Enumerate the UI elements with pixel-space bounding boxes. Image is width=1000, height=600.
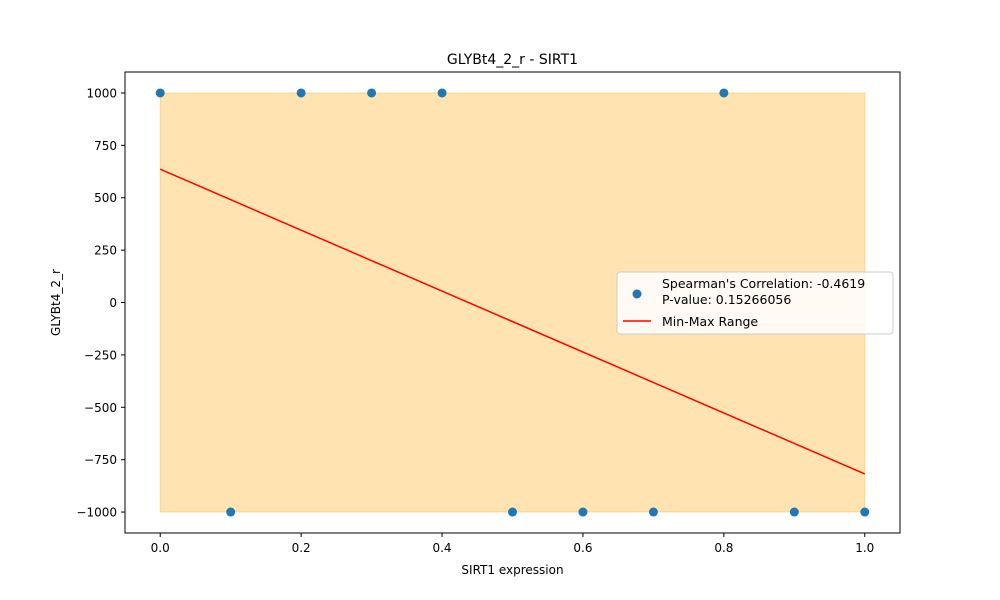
x-tick-label: 0.8 [714,541,733,555]
x-axis-label: SIRT1 expression [461,563,563,577]
min-max-range-line [159,168,866,475]
y-tick-label: −1000 [76,506,117,520]
legend-label-line: Min-Max Range [662,314,758,329]
y-tick-label: −500 [84,401,117,415]
y-tick-label: 1000 [86,86,117,100]
x-tick-label: 0.4 [432,541,451,555]
data-point [719,88,729,98]
legend-box [616,271,894,335]
data-point [789,507,799,517]
y-tick-label: −250 [84,348,117,362]
x-tick-label: 0.0 [151,541,170,555]
x-tick-label: 0.2 [292,541,311,555]
data-point [437,88,447,98]
legend: Spearman's Correlation: -0.4619P-value: … [616,271,894,335]
chart-title: GLYBt4_2_r - SIRT1 [447,52,578,68]
legend-label-scatter: Spearman's Correlation: -0.4619 [662,276,865,291]
data-point [578,507,588,517]
y-tick-label: 0 [109,296,117,310]
y-tick-label: 750 [94,139,117,153]
x-tick-label: 0.6 [573,541,592,555]
y-axis-label: GLYBt4_2_r [49,269,63,336]
legend-label-scatter: P-value: 0.15266056 [662,292,791,307]
data-point [296,88,306,98]
data-point [860,507,870,517]
x-tick-label: 1.0 [855,541,874,555]
data-point [367,88,377,98]
y-tick-label: 500 [94,191,117,205]
legend-marker-scatter [632,289,642,299]
data-point [155,88,165,98]
data-point [648,507,658,517]
data-point [226,507,236,517]
data-point [508,507,517,517]
y-tick-label: −750 [84,453,117,467]
y-tick-label: 250 [94,244,117,258]
